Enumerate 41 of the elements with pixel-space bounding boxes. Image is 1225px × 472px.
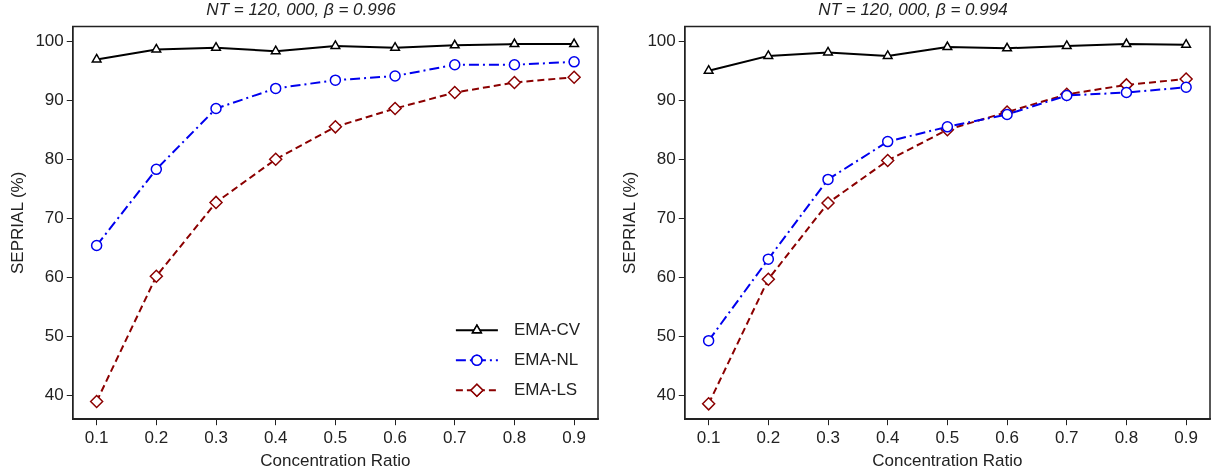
x-tick-label: 0.5 [323,428,348,448]
x-tick-label: 0.7 [442,428,467,448]
y-tick-label: 60 [44,267,64,287]
x-tick-label: 0.2 [756,428,781,448]
x-axis-title: Concentration Ratio [260,451,411,471]
y-tick-label: 100 [647,30,676,50]
legend-label: EMA-CV [513,319,581,339]
y-tick-label: 70 [44,208,64,228]
x-tick-label: 0.5 [935,428,960,448]
y-tick-label: 90 [44,89,64,109]
x-tick-label: 0.9 [562,428,586,448]
x-tick-label: 0.8 [502,428,527,448]
x-tick-label: 0.2 [144,428,169,448]
x-tick-label: 0.9 [1174,428,1198,448]
x-tick-label: 0.7 [1054,428,1079,448]
y-tick-label: 80 [656,148,676,168]
x-axis-title: Concentration Ratio [872,451,1023,471]
y-axis-title: SEPRIAL (%) [619,171,639,274]
y-axis-title: SEPRIAL (%) [7,171,27,274]
x-tick-label: 0.6 [995,428,1019,448]
legend-label: EMA-NL [513,349,579,369]
y-tick-label: 80 [44,148,64,168]
y-tick-label: 40 [44,385,64,405]
x-tick-label: 0.8 [1114,428,1139,448]
y-tick-label: 90 [656,89,676,109]
x-tick-label: 0.4 [875,428,900,448]
legend-label: EMA-LS [513,379,578,399]
chart-title: NT = 120, 000, β = 0.994 [818,0,1008,19]
y-tick-label: 70 [656,208,676,228]
y-tick-label: 100 [35,30,64,50]
x-tick-label: 0.1 [696,428,721,448]
y-tick-label: 50 [44,326,64,346]
y-tick-label: 50 [656,326,676,346]
x-tick-label: 0.4 [263,428,288,448]
x-tick-label: 0.1 [84,428,109,448]
y-tick-label: 60 [656,267,676,287]
x-tick-label: 0.6 [383,428,407,448]
chart-title: NT = 120, 000, β = 0.996 [206,0,397,19]
x-tick-label: 0.3 [204,428,228,448]
x-tick-label: 0.3 [816,428,840,448]
y-tick-label: 40 [656,385,676,405]
